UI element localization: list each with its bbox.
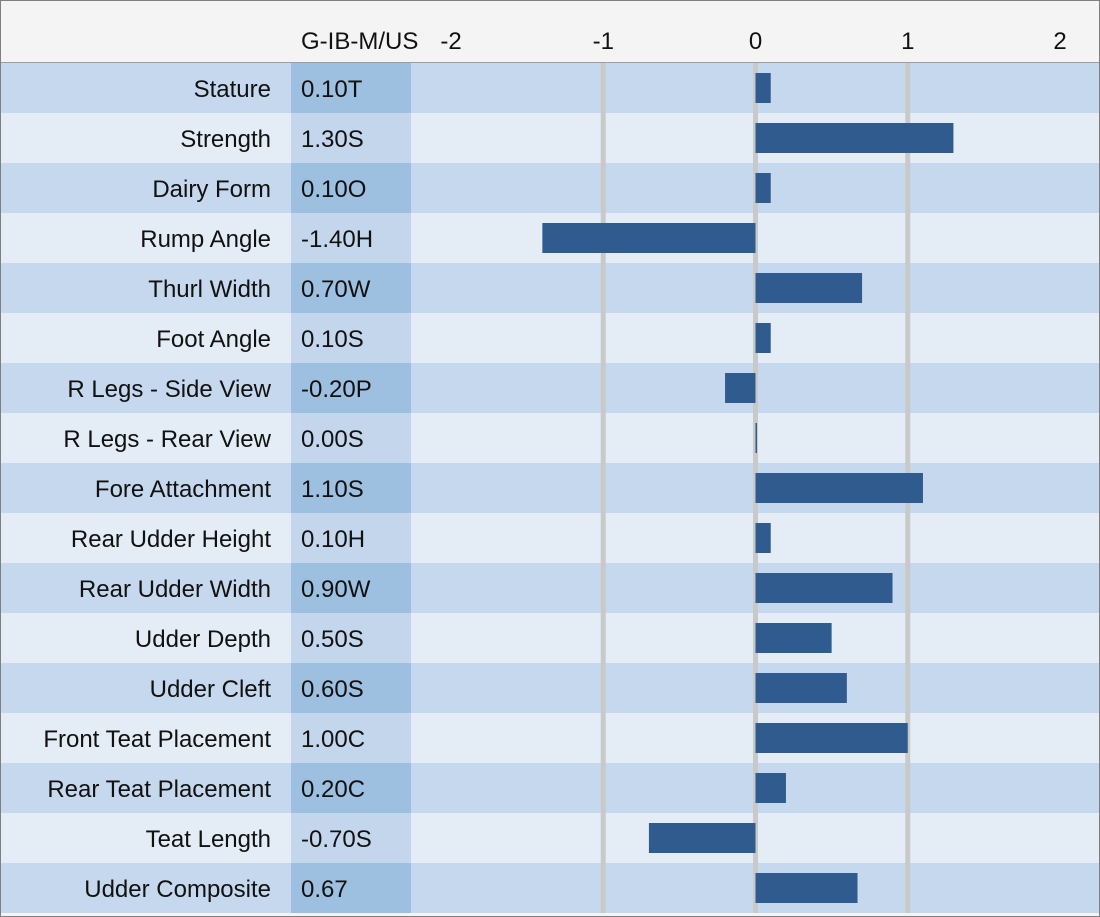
value-label: 0.00S: [301, 426, 364, 453]
x-tick-label: -2: [440, 28, 462, 55]
trait-label: Foot Angle: [156, 326, 271, 353]
bar: [755, 723, 908, 753]
bar: [755, 123, 954, 153]
table-row: Rear Teat Placement 0.20C: [1, 763, 1099, 813]
value-label: 0.10O: [301, 176, 367, 203]
x-tick-label: 2: [1053, 28, 1067, 55]
trait-label: Rear Udder Width: [78, 576, 271, 603]
value-cell: 0.67: [291, 863, 411, 913]
header-divider: [1, 62, 1099, 63]
trait-label: Thurl Width: [148, 276, 271, 303]
table-row: Stature 0.10T: [1, 63, 1099, 113]
bar: [755, 523, 771, 553]
value-cell: 0.10S: [291, 313, 411, 363]
value-cell: 0.70W: [291, 263, 411, 313]
table-row: Teat Length -0.70S: [1, 813, 1099, 863]
bar: [725, 373, 756, 403]
bar: [755, 73, 771, 103]
bar: [755, 623, 832, 653]
trait-label: Udder Composite: [84, 876, 271, 903]
trait-label: Rear Udder Height: [70, 526, 271, 553]
bar: [755, 873, 858, 903]
value-cell: -0.20P: [291, 363, 411, 413]
value-label: 0.10S: [301, 326, 364, 353]
value-label: -0.20P: [301, 376, 372, 403]
value-label: 0.60S: [301, 676, 364, 703]
value-cell: 0.10O: [291, 163, 411, 213]
value-cell: 1.30S: [291, 113, 411, 163]
value-cell: 0.00S: [291, 413, 411, 463]
trait-label: R Legs - Rear View: [63, 426, 271, 453]
table-row: Front Teat Placement 1.00C: [1, 713, 1099, 763]
bar: [755, 173, 771, 203]
trait-label: R Legs - Side View: [67, 376, 271, 403]
table-row: Udder Depth 0.50S: [1, 613, 1099, 663]
value-cell: 0.50S: [291, 613, 411, 663]
value-label: 0.10T: [301, 76, 363, 103]
value-cell: 0.60S: [291, 663, 411, 713]
bar: [648, 823, 756, 853]
table-row: Foot Angle 0.10S: [1, 313, 1099, 363]
trait-label: Strength: [180, 126, 271, 153]
table-row: Thurl Width 0.70W: [1, 263, 1099, 313]
value-label: 0.10H: [301, 526, 366, 553]
table-row: R Legs - Side View -0.20P: [1, 363, 1099, 413]
value-label: 0.67: [301, 876, 348, 903]
bar: [755, 423, 757, 453]
x-tick-label: 0: [748, 28, 763, 55]
trait-label: Fore Attachment: [94, 476, 271, 503]
trait-label: Stature: [193, 76, 271, 103]
bar: [755, 773, 786, 803]
trait-label: Udder Depth: [134, 626, 271, 653]
value-cell: 0.10T: [291, 63, 411, 113]
table-row: R Legs - Rear View 0.00S: [1, 413, 1099, 463]
value-label: 0.70W: [301, 276, 371, 303]
bar: [755, 573, 893, 603]
table-row: Udder Composite 0.67: [1, 863, 1099, 913]
x-tick-label: -1: [592, 28, 614, 55]
value-cell: 0.20C: [291, 763, 411, 813]
bar: [755, 273, 863, 303]
value-label: 1.00C: [301, 726, 366, 753]
trait-label: Front Teat Placement: [43, 726, 271, 753]
chart-header: G-IB-M/US: [1, 1, 1099, 62]
table-row: Dairy Form 0.10O: [1, 163, 1099, 213]
value-column-header: G-IB-M/US: [301, 28, 419, 55]
value-cell: -0.70S: [291, 813, 411, 863]
trait-label: Udder Cleft: [149, 676, 271, 703]
trait-label: Rear Teat Placement: [47, 776, 271, 803]
trait-label: Rump Angle: [140, 226, 271, 253]
table-row: Rear Udder Height 0.10H: [1, 513, 1099, 563]
x-tick-label: 1: [901, 28, 915, 55]
value-label: 0.90W: [301, 576, 371, 603]
value-label: -1.40H: [301, 226, 374, 253]
bar: [755, 473, 923, 503]
value-cell: 1.00C: [291, 713, 411, 763]
bar: [542, 223, 756, 253]
value-cell: 0.90W: [291, 563, 411, 613]
value-label: 0.20C: [301, 776, 366, 803]
table-row: Rear Udder Width 0.90W: [1, 563, 1099, 613]
value-label: 1.10S: [301, 476, 364, 503]
value-cell: -1.40H: [291, 213, 411, 263]
value-label: -0.70S: [301, 826, 372, 853]
bar: [755, 323, 771, 353]
trait-label: Dairy Form: [152, 176, 271, 203]
bar: [755, 673, 847, 703]
value-cell: 1.10S: [291, 463, 411, 513]
trait-label: Teat Length: [145, 826, 271, 853]
value-cell: 0.10H: [291, 513, 411, 563]
table-row: Udder Cleft 0.60S: [1, 663, 1099, 713]
value-label: 0.50S: [301, 626, 364, 653]
value-label: 1.30S: [301, 126, 364, 153]
